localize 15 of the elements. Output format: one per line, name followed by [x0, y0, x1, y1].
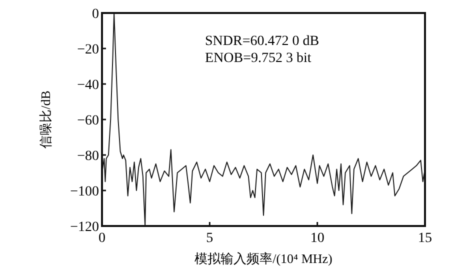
x-tick-label: 5 — [206, 231, 214, 246]
y-tick-label: −120 — [70, 220, 99, 235]
annotation: ENOB=9.752 3 bit — [205, 51, 312, 66]
x-axis-title: 模拟输入频率/(10⁴ MHz) — [194, 251, 332, 266]
y-tick-label: −100 — [70, 184, 99, 200]
y-tick-label: −60 — [77, 114, 99, 128]
y-tick-label: 0 — [92, 7, 99, 22]
y-tick-label: −20 — [77, 42, 99, 58]
line-series — [102, 12, 426, 226]
x-tick-label: 10 — [310, 231, 324, 246]
y-tick-label: −40 — [77, 78, 99, 93]
x-tick-label: 15 — [418, 231, 432, 246]
annotation: SNDR=60.472 0 dB — [205, 34, 320, 49]
y-tick-label: −80 — [77, 149, 99, 164]
y-axis-title: 信噪比/dB — [38, 90, 53, 148]
